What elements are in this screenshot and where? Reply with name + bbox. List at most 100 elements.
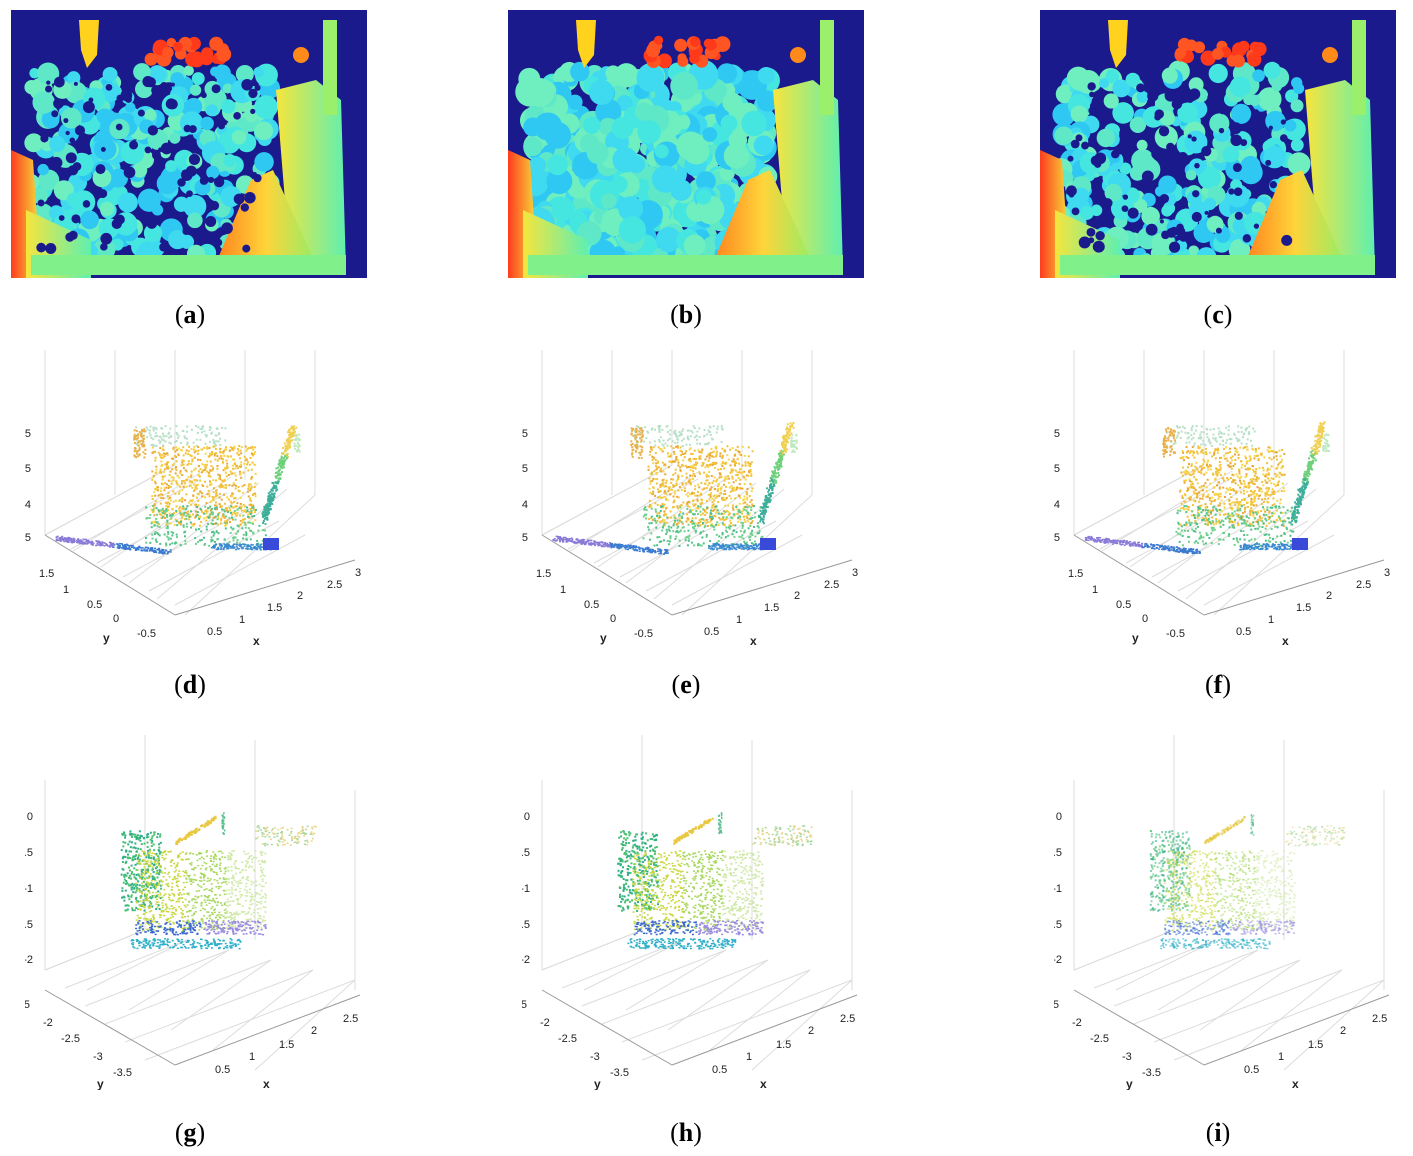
x-tick: 2.5 (1356, 579, 1371, 591)
caption-f-letter: f (1213, 670, 1223, 699)
x-tick: 1 (746, 1051, 752, 1063)
y-tick: -3.5 (610, 1067, 629, 1079)
y-axis-label: y (594, 1077, 601, 1090)
z-tick: -2 (25, 954, 33, 966)
z-tick: 4 (1054, 499, 1060, 511)
y-tick: 0.5 (1116, 599, 1131, 611)
y-tick: 1.5 (1068, 568, 1083, 580)
x-tick: 2 (1326, 590, 1332, 602)
caption-b-letter: b (678, 300, 694, 329)
point-cloud-points (55, 425, 301, 555)
y-tick: -1.5 (522, 999, 527, 1011)
y-tick: -0.5 (634, 628, 653, 640)
y-tick: -3 (1122, 1051, 1132, 1063)
y-tick: 0 (1142, 613, 1148, 625)
x-tick: 2 (808, 1025, 814, 1037)
x-tick: 2.5 (327, 579, 342, 591)
point-cloud-i: 0-0.5-1-1.5-2z-1.5-2-2.5-3-3.5y0.511.522… (1054, 735, 1390, 1090)
y-axis-label: y (600, 631, 607, 645)
x-tick: 1 (1268, 614, 1274, 626)
x-tick: 3 (355, 567, 361, 579)
y-tick: 0 (113, 613, 119, 625)
point-cloud-points (1149, 813, 1346, 950)
z-tick: 3.5 (25, 532, 31, 544)
caption-h: (h) (670, 1118, 702, 1147)
y-tick: 0 (610, 613, 616, 625)
x-tick: 0.5 (1236, 626, 1251, 638)
z-tick: 3.5 (1054, 532, 1060, 544)
z-tick: 4 (25, 499, 31, 511)
point-cloud-points (617, 812, 813, 950)
point-cloud-d: 54.543.5z21.510.50-0.5y0.511.522.53x (25, 350, 361, 648)
x-axis-label: x (1292, 1077, 1299, 1090)
caption-g: (g) (174, 1118, 206, 1147)
x-tick: 2 (297, 590, 303, 602)
x-tick: 1.5 (267, 602, 282, 614)
x-tick: 1 (736, 614, 742, 626)
point-cloud-e: 54.543.5z21.510.50-0.5y0.511.522.53x (522, 350, 858, 648)
z-tick: 0 (524, 811, 530, 823)
point-cloud-points (552, 421, 798, 555)
x-tick: 0.5 (207, 626, 222, 638)
caption-a: (a) (174, 300, 206, 329)
y-tick: -2.5 (558, 1033, 577, 1045)
z-tick: -2 (1054, 954, 1062, 966)
x-tick: 2.5 (840, 1013, 855, 1025)
x-tick: 2 (794, 590, 800, 602)
z-tick: 4 (522, 499, 528, 511)
y-axis-label: y (1126, 1077, 1133, 1090)
z-tick: 5 (1054, 428, 1060, 440)
z-tick: -1 (1054, 883, 1062, 895)
z-tick: -0.5 (522, 847, 530, 859)
z-tick: 3.5 (522, 532, 528, 544)
depth-map-a (11, 10, 367, 278)
point-cloud-f: 54.543.5z21.510.50-0.5y0.511.522.53x (1054, 350, 1390, 648)
y-tick: -3.5 (113, 1067, 132, 1079)
y-tick: -3 (93, 1051, 103, 1063)
x-tick: 0.5 (1244, 1064, 1259, 1076)
caption-d-letter: d (182, 670, 198, 699)
depth-map-c (1040, 10, 1396, 278)
x-tick: 1 (1278, 1051, 1284, 1063)
y-tick: -3 (590, 1051, 600, 1063)
depth-map-a-image (11, 20, 346, 278)
y-tick: 1 (1092, 584, 1098, 596)
y-axis-label: y (97, 1077, 104, 1090)
y-tick: -2 (43, 1017, 53, 1029)
y-tick: -2 (1072, 1017, 1082, 1029)
x-axis-label: x (1282, 634, 1289, 648)
y-tick: 1.5 (39, 568, 54, 580)
x-tick: 2 (1340, 1025, 1346, 1037)
x-tick: 2.5 (1372, 1013, 1387, 1025)
y-tick: -0.5 (1166, 628, 1185, 640)
x-axis-label: x (760, 1077, 767, 1090)
caption-g-letter: g (183, 1118, 197, 1147)
caption-f: (f) (1204, 670, 1231, 699)
caption-h-letter: h (678, 1118, 694, 1147)
y-tick: -3.5 (1142, 1067, 1161, 1079)
z-tick: -1.5 (25, 919, 33, 931)
point-cloud-h: 0-0.5-1-1.5-2z-1.5-2-2.5-3-3.5y0.511.522… (522, 735, 858, 1090)
x-tick: 1.5 (279, 1039, 294, 1051)
y-tick: -2.5 (61, 1033, 80, 1045)
caption-c-letter: c (1212, 300, 1224, 329)
z-tick: -1 (25, 883, 33, 895)
x-tick: 1.5 (1308, 1039, 1323, 1051)
z-tick: 0 (1056, 811, 1062, 823)
z-tick: 0 (27, 811, 33, 823)
z-tick: 5 (25, 428, 31, 440)
caption-b: (b) (670, 300, 702, 329)
x-tick: 1.5 (1296, 602, 1311, 614)
x-tick: 1.5 (764, 602, 779, 614)
z-tick: -1.5 (1054, 919, 1062, 931)
x-tick: 3 (1384, 567, 1390, 579)
caption-e: (e) (671, 670, 701, 699)
x-tick: 2 (311, 1025, 317, 1037)
z-tick: 4.5 (522, 463, 528, 475)
z-tick: -1 (522, 883, 530, 895)
caption-d: (d) (174, 670, 206, 699)
x-tick: 2.5 (343, 1013, 358, 1025)
x-tick: 1 (239, 614, 245, 626)
y-tick: 0.5 (584, 599, 599, 611)
y-tick: 1 (63, 584, 69, 596)
